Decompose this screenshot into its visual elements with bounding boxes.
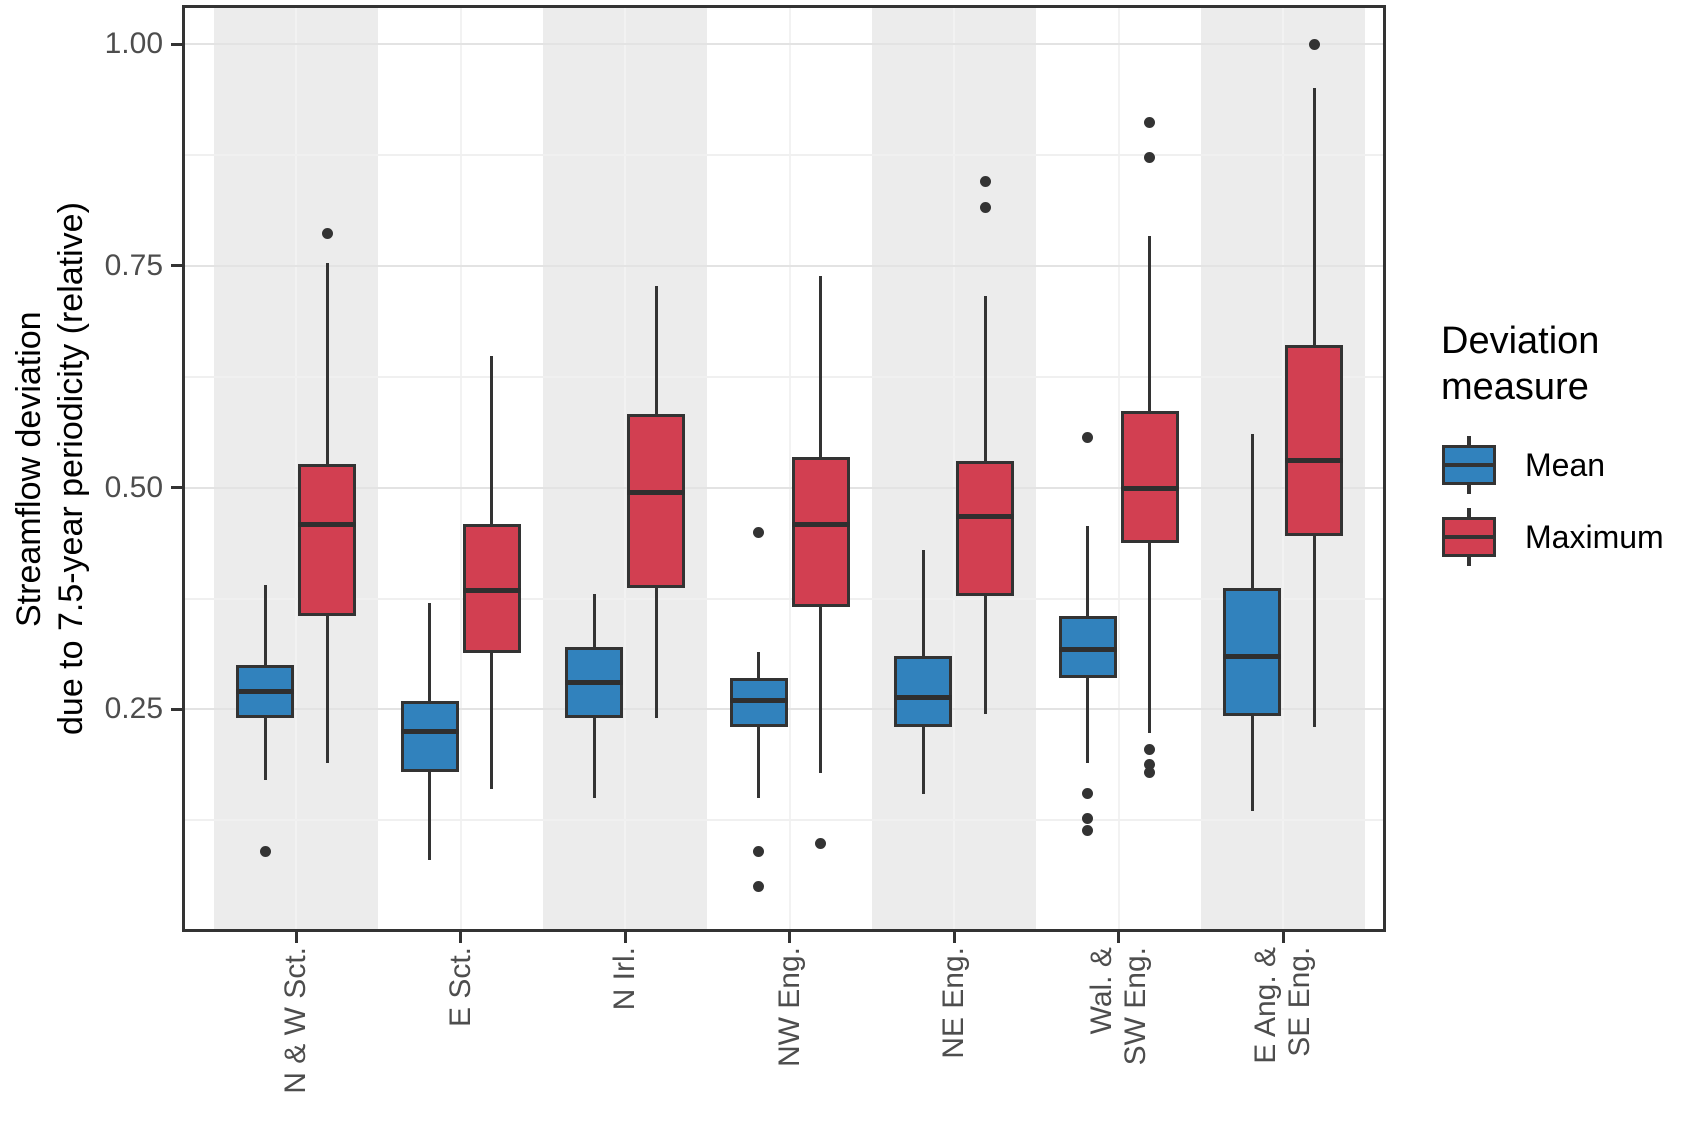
median-line-maximum-wal-sw-eng <box>1120 486 1179 492</box>
box-maximum-e-ang-se-eng <box>1285 344 1343 536</box>
box-maximum-n-w-sct <box>298 463 356 617</box>
median-line-mean-wal-sw-eng <box>1058 646 1117 652</box>
vertical-gridline <box>788 8 791 929</box>
minor-gridline <box>185 819 1383 822</box>
x-axis-label-ne-eng: NE Eng. <box>937 947 970 1059</box>
legend-item-mean: Mean <box>1441 436 1664 494</box>
minor-gridline <box>185 597 1383 600</box>
median-line-mean-e-sct <box>400 729 459 735</box>
outlier-dot-mean-wal-sw-eng <box>1082 432 1093 444</box>
legend-item-maximum: Maximum <box>1441 508 1664 566</box>
median-line-maximum-ne-eng <box>956 514 1014 520</box>
vertical-gridline <box>459 8 462 929</box>
legend: Deviation measure Mean Maximum <box>1441 318 1664 580</box>
minor-gridline <box>185 375 1383 378</box>
x-axis-label-nw-eng: NW Eng. <box>772 947 806 1068</box>
y-axis-tick <box>171 707 182 711</box>
outlier-dot-mean-wal-sw-eng <box>1082 824 1093 836</box>
key-whisker-bottom <box>1467 557 1471 566</box>
median-line-maximum-nw-eng <box>791 521 850 527</box>
boxplot-key-icon-maximum <box>1441 508 1497 566</box>
median-line-maximum-n-w-sct <box>298 522 356 528</box>
major-gridline <box>185 486 1383 489</box>
median-line-maximum-e-ang-se-eng <box>1285 457 1343 463</box>
legend-label-maximum: Maximum <box>1525 518 1664 555</box>
median-line-mean-n-w-sct <box>236 689 294 695</box>
y-axis-tick-label: 0.25 <box>104 692 163 726</box>
box-maximum-wal-sw-eng <box>1120 411 1179 543</box>
legend-title: Deviation measure <box>1441 320 1600 408</box>
x-axis-tick <box>294 932 298 943</box>
vertical-gridline <box>1117 8 1120 929</box>
x-axis-label-n-w-sct: N & W Sct. <box>279 947 312 1094</box>
median-line-mean-e-ang-se-eng <box>1223 653 1281 659</box>
y-axis-tick-label: 0.50 <box>104 470 163 504</box>
x-axis-tick <box>1117 932 1120 943</box>
key-median-line <box>1442 463 1496 467</box>
outlier-dot-mean-nw-eng <box>753 845 764 857</box>
vertical-gridline <box>295 8 297 929</box>
y-axis-tick-label: 1.00 <box>104 27 163 60</box>
y-axis-tick <box>171 42 182 46</box>
outlier-dot-mean-n-w-sct <box>259 845 271 857</box>
median-line-maximum-n-irl <box>627 489 685 495</box>
x-axis-label-wal-sw-eng: Wal. & SW Eng. <box>1084 947 1152 1066</box>
outlier-dot-mean-wal-sw-eng <box>1082 813 1093 825</box>
outlier-dot-maximum-nw-eng <box>815 837 826 849</box>
outlier-dot-mean-nw-eng <box>753 881 764 893</box>
key-whisker-bottom <box>1467 485 1471 494</box>
x-axis-label-n-irl: N Irl. <box>608 947 641 1011</box>
key-median-line <box>1442 535 1496 539</box>
outlier-dot-maximum-wal-sw-eng <box>1144 759 1155 770</box>
vertical-gridline <box>624 8 626 929</box>
y-axis-tick-label: 0.75 <box>104 248 163 282</box>
outlier-dot-maximum-wal-sw-eng <box>1144 766 1155 778</box>
box-maximum-nw-eng <box>791 457 850 607</box>
box-mean-e-sct <box>400 700 459 772</box>
box-mean-ne-eng <box>894 656 952 728</box>
outlier-dot-maximum-wal-sw-eng <box>1144 116 1155 128</box>
major-gridline <box>185 264 1383 267</box>
median-line-mean-n-irl <box>565 680 623 686</box>
boxplot-key-icon-mean <box>1441 436 1497 494</box>
outlier-dot-maximum-ne-eng <box>979 176 991 188</box>
outlier-dot-mean-nw-eng <box>753 526 764 538</box>
outlier-dot-mean-wal-sw-eng <box>1082 788 1093 800</box>
x-axis-label-e-sct: E Sct. <box>443 947 477 1028</box>
minor-gridline <box>185 153 1383 156</box>
y-axis-tick <box>171 486 182 490</box>
outlier-dot-maximum-ne-eng <box>979 201 991 213</box>
median-line-mean-ne-eng <box>894 695 952 701</box>
x-axis-tick <box>952 932 956 943</box>
y-axis-title: Streamflow deviation due to 7.5-year per… <box>10 202 90 735</box>
major-gridline <box>185 43 1383 45</box>
x-axis-tick <box>459 932 462 943</box>
outlier-dot-maximum-wal-sw-eng <box>1144 152 1155 164</box>
x-axis-tick <box>623 932 627 943</box>
box-mean-e-ang-se-eng <box>1223 587 1281 716</box>
x-axis-tick <box>1281 932 1285 943</box>
outlier-dot-maximum-e-ang-se-eng <box>1308 38 1320 50</box>
legend-items: Mean Maximum <box>1441 436 1664 566</box>
box-maximum-n-irl <box>627 414 685 588</box>
plot-panel <box>185 8 1383 929</box>
median-line-maximum-e-sct <box>462 588 521 594</box>
box-maximum-ne-eng <box>956 461 1014 596</box>
vertical-gridline <box>1282 8 1284 929</box>
outlier-dot-maximum-wal-sw-eng <box>1144 743 1155 755</box>
y-axis-tick <box>171 264 182 268</box>
x-axis-label-e-ang-se-eng: E Ang. & SE Eng. <box>1249 947 1316 1064</box>
legend-label-mean: Mean <box>1525 446 1606 483</box>
x-axis-tick <box>788 932 791 943</box>
median-line-mean-nw-eng <box>729 698 788 704</box>
vertical-gridline <box>953 8 955 929</box>
key-whisker-top <box>1467 508 1471 517</box>
outlier-dot-maximum-n-w-sct <box>321 228 333 240</box>
key-whisker-top <box>1467 436 1471 445</box>
